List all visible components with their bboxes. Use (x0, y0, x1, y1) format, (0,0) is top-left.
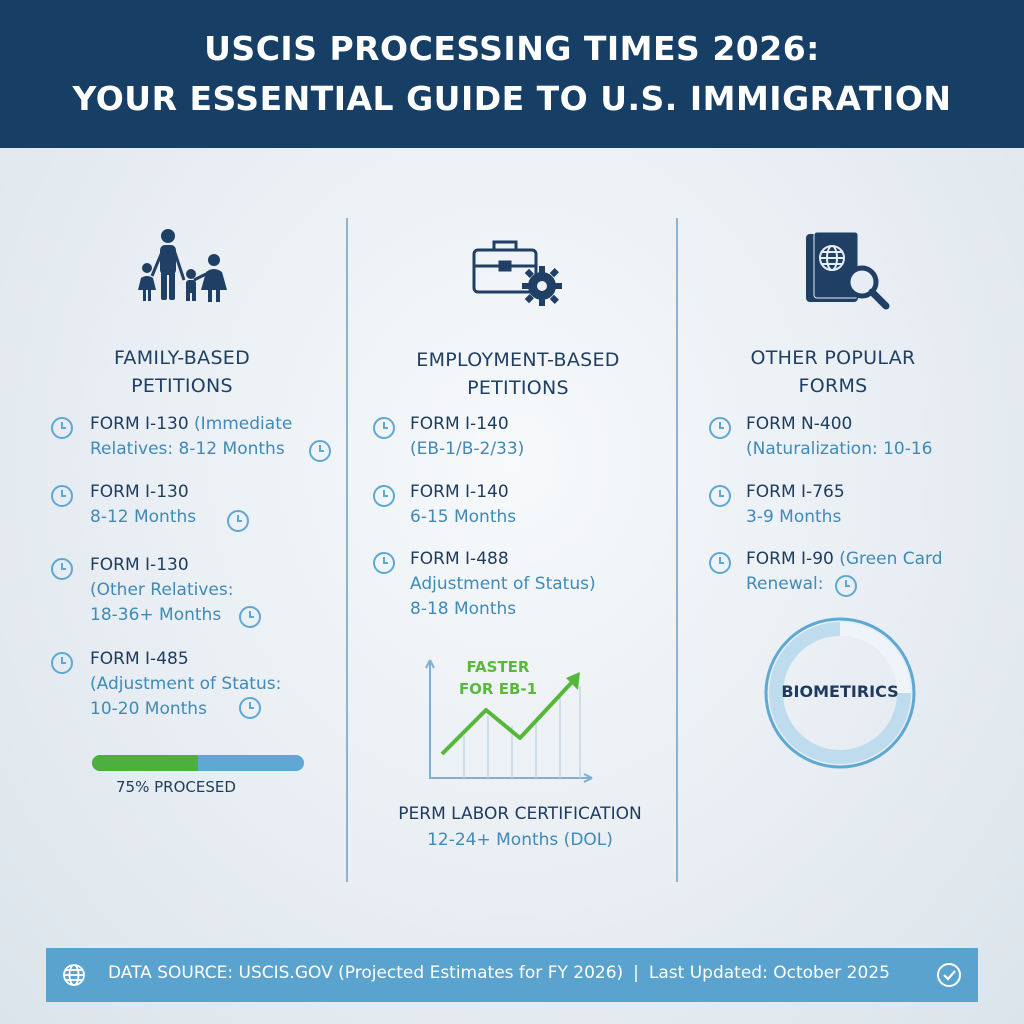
form-number: FORM N-400 (746, 414, 853, 434)
footer-banner: DATA SOURCE: USCIS.GOV (Projected Estima… (46, 948, 978, 1002)
family-title-line2: PETITIONS (131, 375, 233, 397)
other-title-line2: FORMS (798, 375, 868, 397)
clock-icon (373, 485, 395, 507)
form-duration: 8-12 Months (90, 507, 197, 527)
chart-label-line2: FOR EB-1 (458, 680, 538, 698)
employment-title-line2: PETITIONS (467, 377, 569, 399)
form-duration: 6-15 Months (410, 507, 517, 527)
family-icon (138, 229, 227, 302)
clock-icon (709, 552, 731, 574)
family-title-line1: FAMILY-BASED (113, 347, 251, 369)
form-duration: 8-18 Months (410, 599, 517, 619)
progress-fill (92, 755, 198, 771)
clock-icon (835, 575, 857, 597)
form-duration: 10-20 Months (90, 699, 207, 719)
chart-label-line1: FASTER (466, 658, 530, 676)
form-number: FORM I-140 (410, 414, 509, 434)
form-detail: Adjustment of Status) (410, 574, 596, 594)
clock-icon (51, 652, 73, 674)
data-source: DATA SOURCE: USCIS.GOV (Projected Estima… (108, 963, 624, 983)
clock-icon (373, 417, 395, 439)
form-duration: 3-9 Months (746, 507, 842, 527)
clock-icon (227, 510, 249, 532)
form-number: FORM I-130 (90, 414, 189, 434)
clock-icon (51, 485, 73, 507)
clock-icon (239, 697, 261, 719)
donut-label: BIOMETIRICS (781, 682, 899, 701)
form-detail: (Other Relatives: (90, 580, 234, 600)
form-duration: Relatives: 8-12 Months (90, 439, 285, 459)
perm-detail: 12-24+ Months (DOL) (427, 830, 613, 850)
form-number: FORM I-765 (746, 482, 845, 502)
clock-icon (51, 417, 73, 439)
clock-icon (239, 606, 261, 628)
clock-icon (309, 440, 331, 462)
check-circle-icon (937, 963, 961, 987)
globe-icon (63, 964, 85, 986)
briefcase-gear-icon (472, 240, 562, 306)
form-detail: (Naturalization: 10-16 (746, 439, 933, 459)
clock-icon (709, 485, 731, 507)
form-detail: (Green Card (833, 549, 943, 569)
last-updated: Last Updated: October 2025 (648, 963, 890, 983)
form-detail: (Adjustment of Status: (90, 674, 282, 694)
column-divider (676, 218, 678, 882)
biometrics-donut (764, 617, 916, 769)
clock-icon (51, 558, 73, 580)
perm-title: PERM LABOR CERTIFICATION (398, 804, 642, 824)
passport-search-icon (806, 231, 890, 310)
trend-chart (425, 659, 593, 783)
title-line-2: YOUR ESSENTIAL GUIDE TO U.S. IMMIGRATION (72, 79, 952, 118)
other-title-line1: OTHER POPULAR (750, 347, 916, 369)
progress-label: 75% PROCESED (116, 778, 236, 796)
header-banner: USCIS PROCESSING TIMES 2026: YOUR ESSENT… (0, 0, 1024, 148)
form-number: FORM I-130 (90, 555, 189, 575)
perm-block: PERM LABOR CERTIFICATION 12-24+ Months (… (370, 801, 670, 853)
form-detail: Renewal: (746, 574, 824, 594)
form-number: FORM I-130 (90, 482, 189, 502)
footer-separator: | (633, 963, 639, 983)
employment-title-line1: EMPLOYMENT-BASED (416, 349, 620, 371)
clock-icon (709, 417, 731, 439)
column-divider (346, 218, 348, 882)
progress-bar (92, 755, 304, 771)
form-detail: (EB-1/B-2/33) (410, 439, 525, 459)
form-duration: 18-36+ Months (90, 605, 222, 625)
form-number: FORM I-140 (410, 482, 509, 502)
form-number: FORM I-488 (410, 549, 509, 569)
form-number: FORM I-90 (746, 549, 834, 569)
clock-icon (373, 552, 395, 574)
form-number: FORM I-485 (90, 649, 189, 669)
form-detail: (Immediate (188, 414, 293, 434)
title-line-1: USCIS PROCESSING TIMES 2026: (204, 29, 820, 68)
